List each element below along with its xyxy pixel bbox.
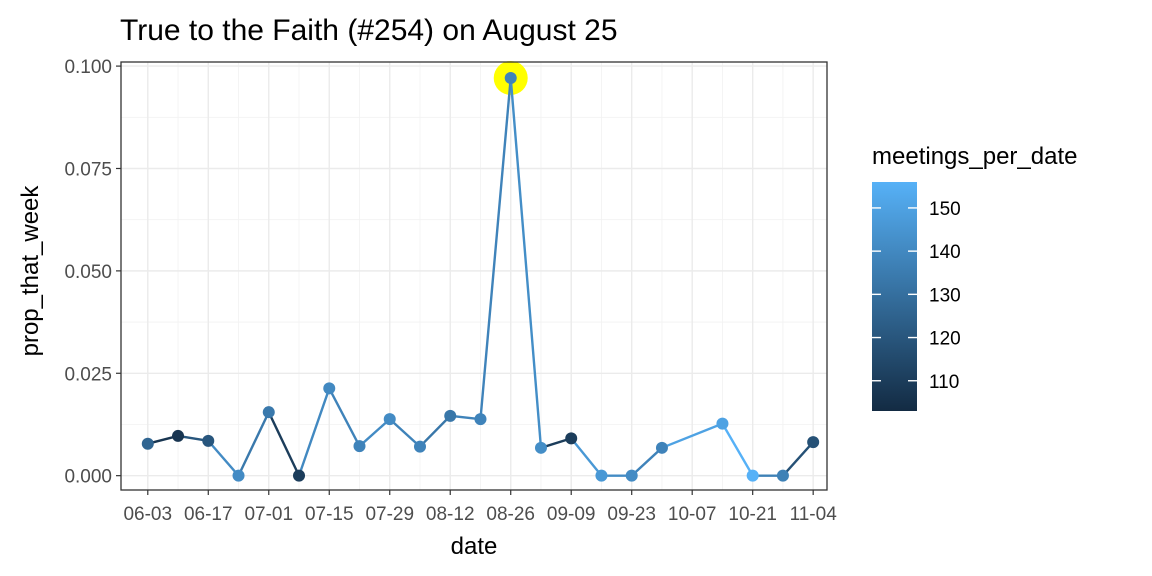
data-point [746,469,759,482]
series-line-segment [328,387,361,448]
data-point [232,469,245,482]
data-point [655,441,668,454]
series-line-segment [509,76,543,450]
x-tick-label: 09-23 [607,504,656,525]
series-line-segment [237,410,270,477]
x-tick-label: 06-03 [123,504,172,525]
data-point [141,437,154,450]
x-tick-label: 09-09 [547,504,596,525]
data-point [293,469,306,482]
x-tick-label: 08-12 [426,504,475,525]
data-point [323,382,336,395]
x-tick-label: 06-17 [184,504,233,525]
series-line-segment [418,414,452,448]
legend-label: 150 [929,199,961,220]
data-point [807,436,820,449]
x-tick-label: 10-21 [728,504,777,525]
x-tick-label: 07-15 [305,504,354,525]
data-point [565,432,578,445]
data-point [383,413,396,426]
legend-title: meetings_per_date [872,143,1077,170]
series-line-segment [781,440,815,477]
data-point [172,429,185,442]
x-tick-label: 07-29 [365,504,414,525]
x-axis-title: date [451,533,498,560]
y-axis-title: prop_that_week [17,185,44,357]
chart-title: True to the Faith (#254) on August 25 [120,14,618,47]
y-tick-label: 0.075 [64,159,112,180]
y-tick-label: 0.050 [64,262,112,283]
series-line-segment [358,417,391,448]
legend-label: 130 [929,285,961,306]
data-point [625,469,638,482]
series-line-segment [388,417,422,448]
data-point [444,409,457,422]
series-line-segment [721,422,754,477]
legend-label: 120 [929,329,961,350]
x-tick-label: 07-01 [244,504,293,525]
plot-panel: 0.000 0.025 0.050 0.075 0.100 06-03 06-17 07-01… [64,57,837,525]
data-point [474,413,487,426]
data-point [413,440,426,453]
series-line-segment [660,422,724,450]
legend-label: 110 [929,372,959,393]
series-line-segment [630,446,664,477]
data-point [202,434,215,447]
x-tick-label: 08-26 [486,504,535,525]
series-line-segment [267,410,301,477]
y-tick-label: 0.100 [64,57,112,78]
color-legend: meetings_per_date 110 120 130 140 150 [872,143,1077,411]
x-tick-label: 10-07 [668,504,717,525]
data-point [716,417,729,430]
data-point [504,71,517,84]
y-tick-label: 0.025 [64,364,112,385]
panel-border [120,61,828,491]
series-line-segment [207,439,240,477]
series-line-segment [297,387,331,477]
colorbar [872,182,917,411]
data-point [353,440,366,453]
data-point [776,469,789,482]
data-point [262,406,275,419]
data-point [595,469,608,482]
series-line-segment [570,437,603,477]
y-tick-label: 0.000 [64,467,112,488]
data-point [534,441,547,454]
series-line-segment [479,76,512,421]
x-tick-label: 11-04 [790,504,838,525]
legend-label: 140 [929,242,961,263]
